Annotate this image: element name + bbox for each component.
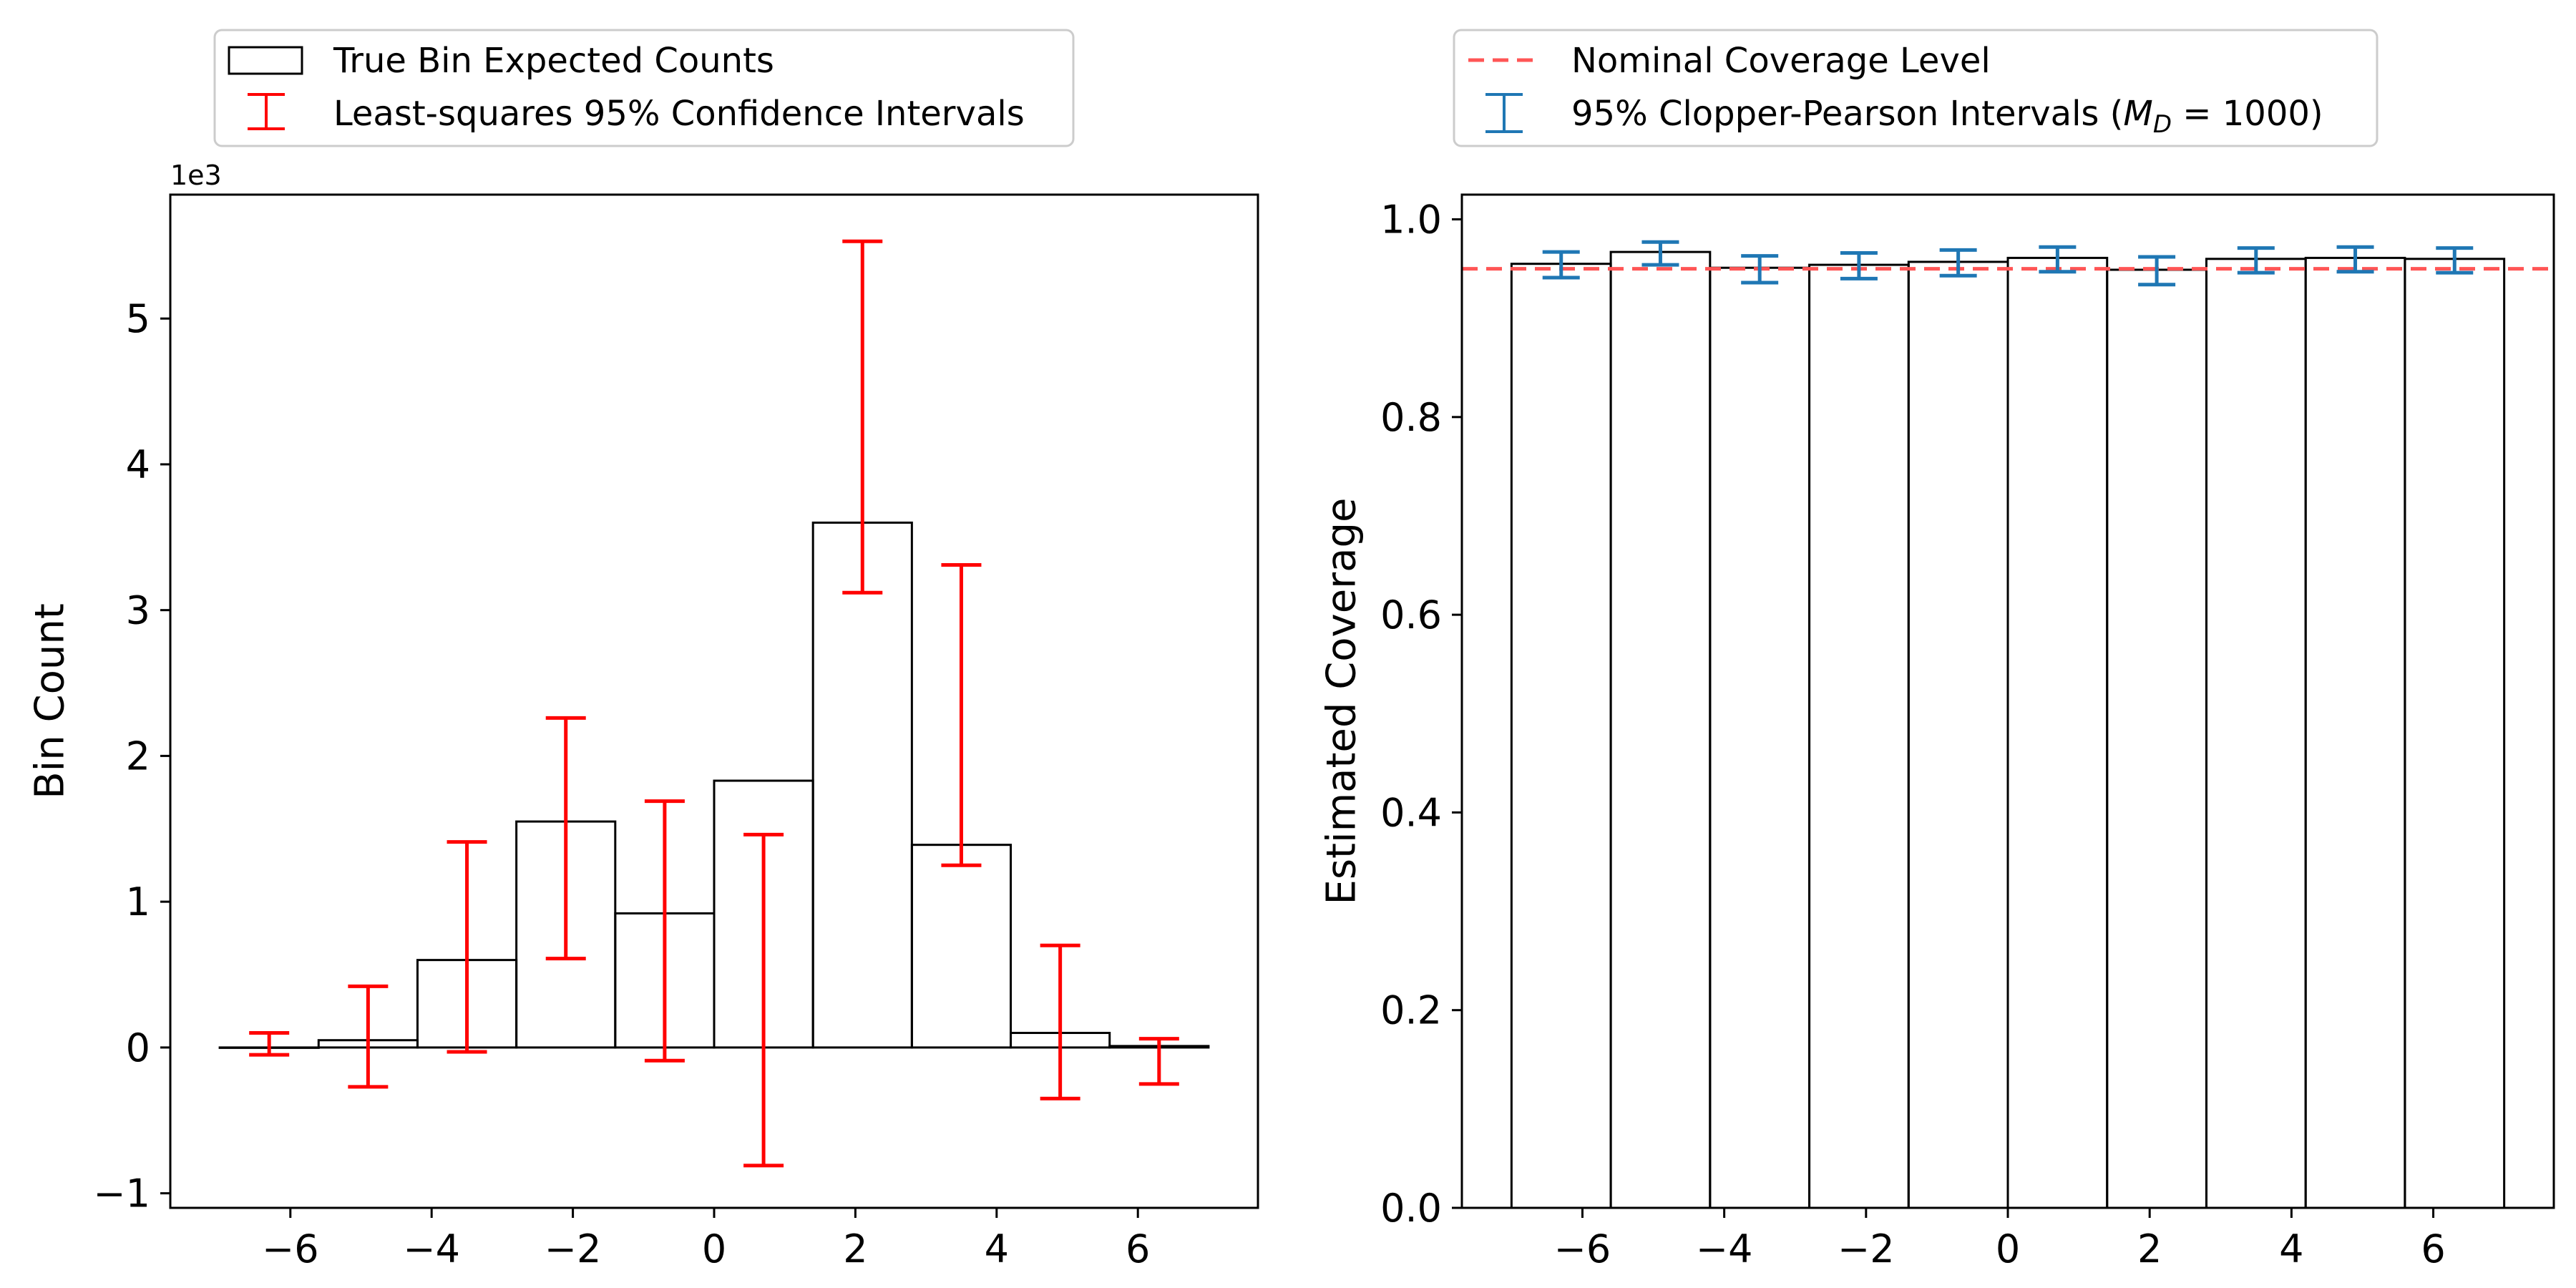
left-ytick-label-2: 1: [126, 879, 150, 924]
left-xtick-label-2: −2: [545, 1226, 602, 1272]
right-xtick-label-4: 2: [2137, 1226, 2162, 1272]
left-ytick-label-1: 0: [126, 1025, 150, 1070]
right-bar-8: [2304, 256, 2406, 1209]
right-ytick-label-3: 0.6: [1380, 592, 1442, 638]
left-ytick-label-5: 4: [126, 442, 150, 487]
left-chart: −6 −4 −2 0 2 4 6 −1 0 1 2 3 4 5 1e3 Bin Count True B…: [27, 29, 1259, 1272]
right-bar-1: [1609, 250, 1712, 1209]
left-ci-0: [249, 1031, 290, 1057]
right-x-ticks: −6 −4 −2 0 2 4 6: [1554, 1208, 2446, 1272]
right-ci-6: [2138, 255, 2176, 287]
left-ci-3: [545, 716, 586, 961]
right-ci-4: [1939, 248, 1977, 278]
left-ci-5: [743, 832, 784, 1168]
right-xtick-label-1: −4: [1696, 1226, 1753, 1272]
left-ci-8: [1040, 943, 1080, 1101]
right-bar-5: [2006, 256, 2109, 1209]
right-ci-3: [1840, 251, 1878, 280]
left-ci-6: [842, 239, 883, 595]
left-legend-ci-swatch: [248, 93, 285, 130]
ci-label-d: D: [2153, 110, 2172, 139]
right-ytick-label-1: 0.2: [1380, 988, 1442, 1033]
right-ytick-label-0: 0.0: [1380, 1186, 1442, 1231]
left-ci-7: [941, 563, 982, 867]
left-ci-2: [447, 840, 487, 1054]
right-ytick-label-2: 0.4: [1380, 790, 1442, 835]
right-bar-2: [1709, 266, 1811, 1209]
right-clopper-pearson-intervals: [1542, 240, 2474, 287]
right-legend-ci-swatch: [1485, 93, 1523, 133]
right-legend: Nominal Coverage Level 95% Clopper-Pears…: [1453, 29, 2379, 147]
right-xtick-label-0: −6: [1554, 1226, 1611, 1272]
right-bar-9: [2404, 258, 2506, 1209]
left-xtick-label-6: 6: [1126, 1226, 1150, 1272]
right-y-axis-label: Estimated Coverage: [1319, 498, 1365, 905]
right-bar-0: [1510, 263, 1612, 1209]
left-bar-6: [811, 521, 913, 1049]
left-offset-label: 1e3: [170, 160, 222, 191]
left-legend: True Bin Expected Counts Least-squares 9…: [213, 29, 1075, 147]
left-xtick-label-3: 0: [702, 1226, 726, 1272]
right-ci-0: [1542, 250, 1580, 280]
left-xtick-label-5: 4: [985, 1226, 1009, 1272]
right-ytick-label-5: 1.0: [1380, 197, 1442, 243]
left-legend-bar-swatch: [228, 46, 303, 75]
right-ci-8: [2336, 245, 2374, 274]
right-ci-1: [1641, 240, 1679, 267]
right-legend-ci-label: 95% Clopper-Pearson Intervals (MD = 1000…: [1571, 94, 2323, 139]
left-y-axis-label: Bin Count: [27, 603, 74, 799]
left-ytick-label-4: 3: [126, 588, 150, 633]
right-ci-7: [2237, 246, 2275, 275]
right-bar-3: [1808, 263, 1910, 1209]
ci-label-prefix: 95% Clopper-Pearson Intervals (: [1571, 94, 2123, 134]
left-legend-ci-label: Least-squares 95% Confidence Intervals: [333, 94, 1025, 134]
left-bar-7: [910, 844, 1013, 1049]
left-ci-4: [644, 799, 685, 1063]
right-ci-9: [2436, 246, 2474, 275]
left-confidence-intervals: [249, 239, 1179, 1168]
right-bar-4: [1907, 260, 2009, 1209]
right-ci-2: [1741, 254, 1779, 285]
left-xtick-label-4: 2: [843, 1226, 867, 1272]
ci-label-m: M: [2123, 94, 2152, 134]
left-ci-1: [348, 984, 389, 1089]
ci-label-suffix: = 1000): [2172, 94, 2323, 134]
right-xtick-label-5: 4: [2279, 1226, 2303, 1272]
right-chart: −6 −4 −2 0 2 4 6 0.0 0.2 0.4 0.6 0.8 1.0 Estimated …: [1319, 29, 2555, 1272]
left-legend-frame: [213, 29, 1075, 147]
right-bar-6: [2106, 268, 2207, 1209]
right-legend-frame: [1453, 29, 2379, 147]
left-legend-bar-label: True Bin Expected Counts: [333, 41, 774, 81]
right-xtick-label-6: 6: [2421, 1226, 2445, 1272]
left-x-ticks: −6 −4 −2 0 2 4 6: [262, 1208, 1150, 1272]
right-xtick-label-3: 0: [1996, 1226, 2020, 1272]
right-ytick-label-4: 0.8: [1380, 395, 1442, 440]
left-xtick-label-0: −6: [262, 1226, 319, 1272]
right-xtick-label-2: −2: [1838, 1226, 1895, 1272]
left-ytick-label-3: 2: [126, 733, 150, 779]
left-axes-frame: [169, 193, 1259, 1209]
left-ci-9: [1138, 1037, 1179, 1086]
right-ci-5: [2039, 245, 2077, 274]
left-ytick-label-0: −1: [93, 1171, 150, 1216]
right-legend-nominal-label: Nominal Coverage Level: [1571, 41, 1991, 81]
left-y-ticks: −1 0 1 2 3 4 5: [93, 296, 170, 1216]
left-ytick-label-6: 5: [126, 296, 150, 341]
right-bars: [1510, 250, 2506, 1209]
right-y-ticks: 0.0 0.2 0.4 0.6 0.8 1.0: [1380, 197, 1462, 1231]
left-xtick-label-1: −4: [403, 1226, 460, 1272]
right-bar-7: [2205, 258, 2307, 1209]
